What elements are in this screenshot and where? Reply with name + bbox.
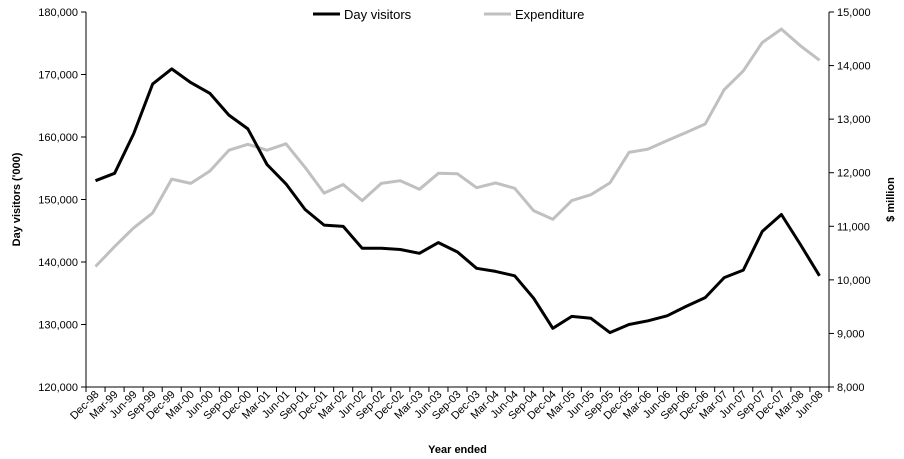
series <box>94 27 821 335</box>
series-line-expenditure <box>94 27 821 268</box>
legend-label-day-visitors: Day visitors <box>344 7 412 22</box>
right-axis-tick-label: 12,000 <box>837 168 871 180</box>
right-axis-title: $ million <box>885 177 897 222</box>
left-axis-tick-label: 140,000 <box>38 257 78 269</box>
legend-label-expenditure: Expenditure <box>515 7 584 22</box>
axes <box>85 12 830 388</box>
right-axis-tick-label: 14,000 <box>837 61 871 73</box>
left-axis-tick-label: 130,000 <box>38 320 78 332</box>
series-line-day-visitors <box>94 67 821 335</box>
left-axis-tick-label: 120,000 <box>38 382 78 394</box>
right-axis-tick-label: 8,000 <box>837 382 865 394</box>
left-axis-tick-label: 180,000 <box>38 7 78 19</box>
left-axis-tick-label: 160,000 <box>38 132 78 144</box>
left-axis-title: Day visitors ('000) <box>11 152 23 246</box>
x-axis-title: Year ended <box>428 444 487 456</box>
right-axis-tick-label: 9,000 <box>837 328 865 340</box>
left-axis-tick-label: 150,000 <box>38 195 78 207</box>
left-axis-tick-label: 170,000 <box>38 70 78 82</box>
right-axis-tick-label: 10,000 <box>837 275 871 287</box>
right-axis-tick-label: 13,000 <box>837 114 871 126</box>
right-axis-tick-label: 11,000 <box>837 221 870 233</box>
legend: Day visitors Expenditure <box>313 7 584 22</box>
right-axis-tick-label: 15,000 <box>837 7 871 19</box>
